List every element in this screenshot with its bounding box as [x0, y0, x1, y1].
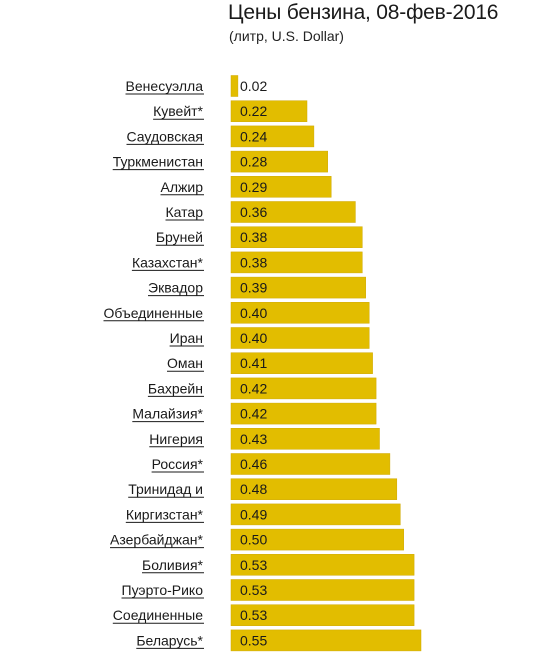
bar: [230, 478, 398, 500]
bar-value-label: 0.41: [240, 355, 267, 371]
bar-value-label: 0.49: [240, 506, 267, 522]
bar: [230, 453, 391, 475]
bar: [230, 579, 415, 601]
category-label[interactable]: Оман: [167, 355, 203, 371]
bar: [230, 377, 377, 400]
category-label[interactable]: Пуэрто-Рико: [122, 582, 204, 598]
bar-value-label: 0.38: [240, 254, 267, 270]
bar-value-label: 0.43: [240, 431, 267, 447]
bar-value-label: 0.42: [240, 380, 267, 396]
bar: [230, 402, 377, 425]
category-label[interactable]: Малайзия*: [132, 406, 203, 422]
bar: [230, 100, 308, 122]
category-label[interactable]: Бруней: [156, 229, 203, 245]
bar: [230, 629, 422, 652]
bar-value-label: 0.55: [240, 632, 267, 648]
bar-value-label: 0.38: [240, 229, 267, 245]
bar-value-label: 0.40: [240, 330, 267, 346]
bar: [230, 75, 239, 97]
bar: [230, 176, 332, 198]
bar: [230, 302, 370, 324]
category-label[interactable]: Алжир: [161, 179, 204, 195]
bar-value-label: 0.42: [240, 406, 267, 422]
bar: [230, 226, 363, 248]
category-label[interactable]: Азербайджан*: [110, 532, 204, 548]
bar-value-label: 0.22: [240, 103, 267, 119]
chart-subtitle: (литр, U.S. Dollar): [229, 28, 344, 44]
category-label[interactable]: Венесуэлла: [126, 78, 204, 94]
category-label[interactable]: Соединенные: [113, 607, 203, 623]
bar-value-label: 0.50: [240, 532, 267, 548]
bar-value-label: 0.53: [240, 607, 267, 623]
bar: [230, 251, 363, 274]
bar-value-label: 0.46: [240, 456, 267, 472]
bar: [230, 604, 415, 626]
bar: [230, 150, 328, 173]
bar: [230, 528, 404, 551]
category-label[interactable]: Катар: [166, 204, 204, 220]
category-label[interactable]: Казахстан*: [132, 254, 204, 270]
bar: [230, 327, 370, 349]
category-label[interactable]: Объединенные: [104, 305, 204, 321]
category-label[interactable]: Беларусь*: [136, 632, 203, 648]
bar: [230, 352, 373, 374]
bar-value-label: 0.36: [240, 204, 267, 220]
category-label[interactable]: Кувейт*: [153, 103, 203, 119]
bar-value-label: 0.29: [240, 179, 267, 195]
category-label[interactable]: Эквадор: [148, 280, 203, 296]
category-label[interactable]: Иран: [170, 330, 203, 346]
category-label[interactable]: Боливия*: [142, 557, 203, 573]
category-label[interactable]: Саудовская: [127, 128, 203, 144]
category-label[interactable]: Киргизстан*: [126, 506, 204, 522]
bar: [230, 276, 366, 299]
bar-value-label: 0.28: [240, 154, 267, 170]
bar-value-label: 0.48: [240, 481, 267, 497]
bar-value-label: 0.39: [240, 280, 267, 296]
bar-value-label: 0.02: [240, 78, 267, 94]
bar-value-label: 0.24: [240, 128, 267, 144]
bar: [230, 503, 401, 526]
chart-title: Цены бензина, 08-фев-2016: [228, 1, 499, 24]
category-label[interactable]: Нигерия: [149, 431, 203, 447]
bar: [230, 554, 415, 576]
bar: [230, 201, 356, 223]
bar-value-label: 0.53: [240, 582, 267, 598]
bar-value-label: 0.40: [240, 305, 267, 321]
category-label[interactable]: Тринидад и: [128, 481, 203, 497]
bar-value-label: 0.53: [240, 557, 267, 573]
category-label[interactable]: Бахрейн: [148, 380, 203, 396]
bar: [230, 125, 315, 148]
category-label[interactable]: Туркменистан: [113, 154, 203, 170]
bar: [230, 428, 380, 450]
category-label[interactable]: Россия*: [152, 456, 204, 472]
